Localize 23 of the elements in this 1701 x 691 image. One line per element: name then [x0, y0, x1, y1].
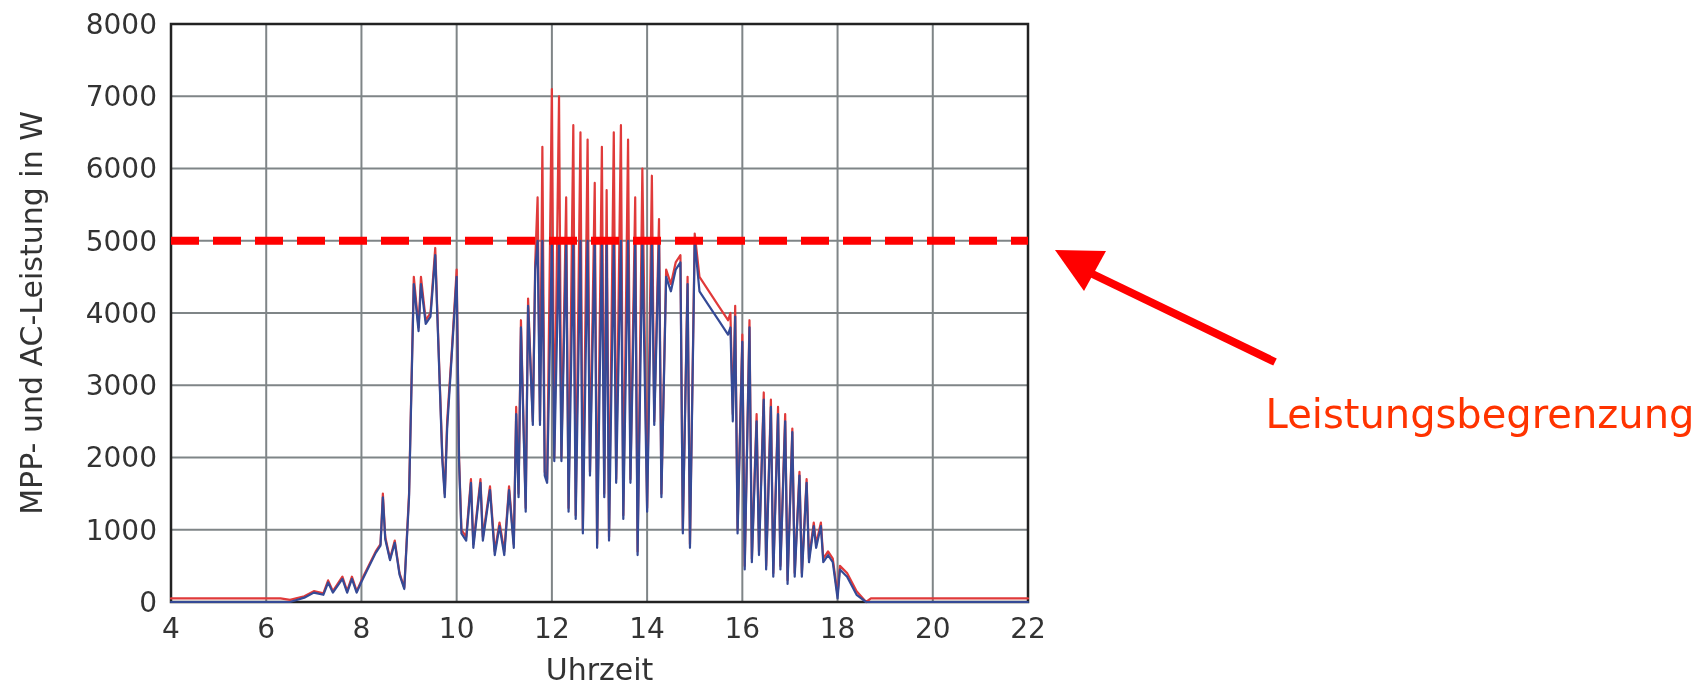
y-tick-label: 2000	[85, 441, 157, 475]
y-tick-label: 1000	[85, 513, 157, 547]
x-tick-label: 4	[162, 612, 180, 645]
y-tick-label: 5000	[85, 224, 157, 258]
text: Leistungsbegrenzung	[1265, 391, 1695, 437]
x-axis-title: Uhrzeit	[545, 652, 654, 687]
x-tick-label: 22	[1010, 612, 1046, 645]
y-tick-label: 4000	[85, 296, 157, 330]
y-axis-title: MPP- und AC-Leistung in W	[14, 111, 49, 515]
y-tick-label: 7000	[85, 80, 157, 114]
y-tick-label: 6000	[85, 152, 157, 186]
line-series	[169, 239, 1030, 604]
y-tick-label: 3000	[85, 369, 157, 403]
x-tick-label: 18	[819, 612, 856, 645]
y-tick-label: 0	[139, 585, 157, 619]
x-tick-label: 16	[724, 612, 761, 645]
x-tick-label: 20	[914, 612, 951, 645]
y-tick-label: 8000	[85, 7, 157, 41]
x-tick-label: 10	[438, 612, 475, 645]
x-tick-label: 14	[629, 612, 665, 645]
x-tick-label: 8	[352, 612, 371, 645]
x-tick-label: 12	[534, 612, 570, 645]
x-tick-label: 6	[257, 612, 276, 645]
